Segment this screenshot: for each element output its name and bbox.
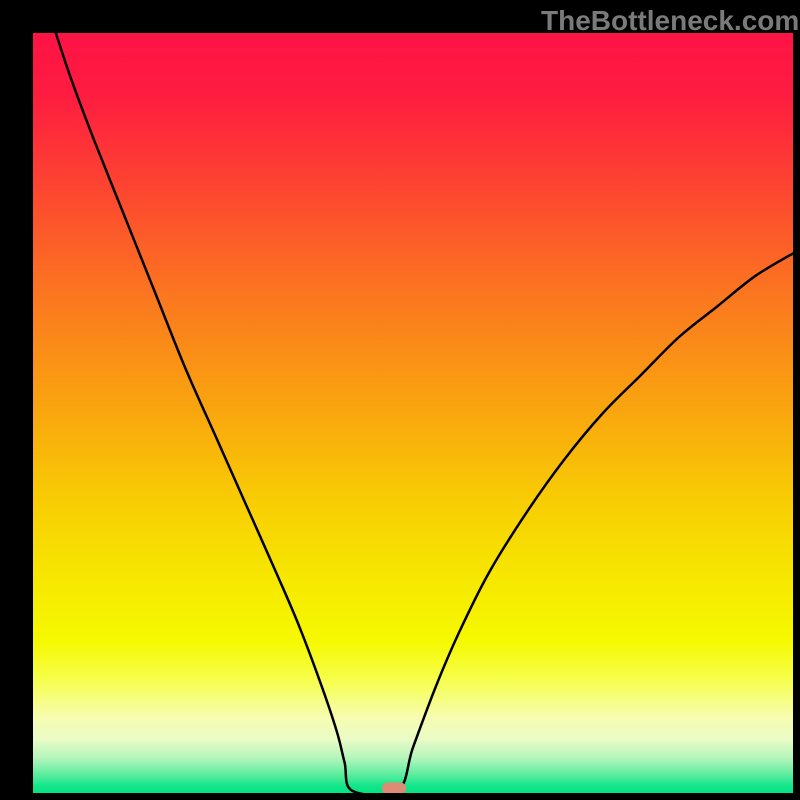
watermark-text: TheBottleneck.com [541,5,799,37]
chart-background [33,33,793,793]
chart-frame: TheBottleneck.com [0,0,800,800]
plot-area [33,33,793,793]
chart-svg [33,33,793,793]
min-marker [382,782,406,793]
